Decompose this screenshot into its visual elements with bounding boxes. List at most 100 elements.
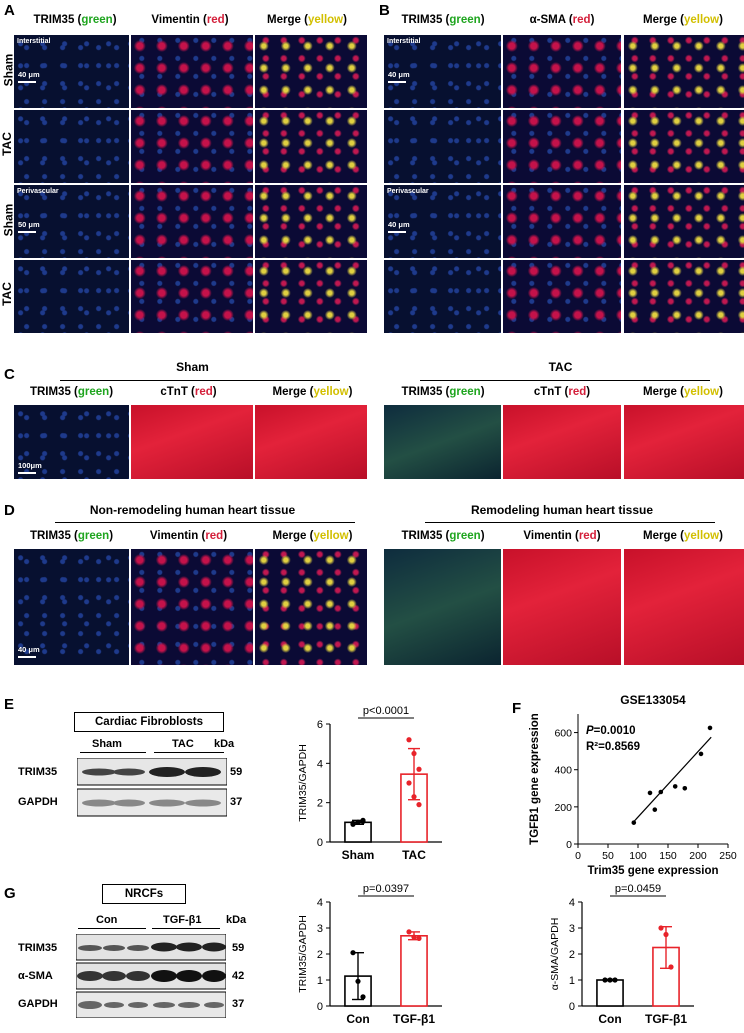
micrograph-tile — [255, 405, 367, 479]
group-title-tac: TAC — [548, 360, 573, 374]
y-tick-label: 2 — [317, 949, 323, 961]
data-point — [350, 821, 356, 827]
channel-header: Merge (yellow) — [643, 530, 723, 542]
data-point — [350, 950, 356, 956]
y-tick-label: 0 — [569, 1001, 575, 1013]
x-tick-label: TAC — [402, 848, 426, 862]
regression-line — [631, 736, 712, 824]
data-point — [360, 817, 366, 823]
micrograph-tile: Interstitial 40 μm — [14, 35, 129, 108]
scale-bar-label: 40 μm — [388, 220, 410, 229]
group-line — [55, 522, 355, 524]
y-axis-label: TRIM35/GAPDH — [297, 915, 309, 993]
data-point — [360, 994, 366, 1000]
group-title-remodeling: Remodeling human heart tissue — [470, 503, 654, 517]
channel-header: Vimentin (red) — [523, 530, 601, 542]
lane-line — [78, 928, 146, 930]
channel-header: Merge (yellow) — [272, 530, 353, 542]
channel-header: Merge (yellow) — [643, 14, 723, 26]
x-tick-label: 250 — [719, 850, 737, 862]
chart-g-bar-trim35: 0 1 2 3 4 TRIM35/GAPDH Con TGF-β1 p=0.0397 — [297, 883, 442, 1026]
x-tick-label: TGF-β1 — [645, 1012, 687, 1026]
micrograph-tile — [384, 110, 501, 183]
channel-header: TRIM35 (green) — [401, 386, 485, 398]
group-line — [420, 380, 710, 382]
micrograph-tile — [503, 185, 621, 258]
p-value: p<0.0001 — [363, 705, 409, 717]
y-tick-label: 0 — [317, 1001, 323, 1013]
bar — [400, 934, 428, 1007]
y-axis-label: TGFB1 gene expression — [529, 713, 541, 845]
channel-header: α-SMA (red) — [529, 14, 595, 26]
data-point — [406, 929, 412, 935]
micrograph-tile — [624, 35, 744, 108]
inner-label-perivascular: Perivascular — [17, 188, 59, 195]
row-label-sham-1: Sham — [1, 53, 16, 87]
y-axis-label: TRIM35/GAPDH — [297, 744, 309, 822]
chart-g-bar-asma: 0 1 2 3 4 α-SMA/GAPDH Con TGF-β1 p=0.0459 — [549, 883, 694, 1026]
group-title-sham: Sham — [176, 360, 209, 374]
channel-header: Merge (yellow) — [267, 14, 347, 26]
bar — [400, 773, 428, 843]
row-label-tac-1: TAC — [0, 132, 14, 156]
scale-bar — [388, 231, 406, 233]
band-label-trim35: TRIM35 — [18, 942, 58, 954]
scale-bar — [18, 231, 36, 233]
panel-letter-f: F — [512, 700, 522, 717]
micrograph-tile — [624, 405, 744, 479]
y-tick-label: 600 — [554, 728, 572, 740]
kda-label: kDa — [226, 914, 247, 926]
panel-letter-d: D — [4, 502, 15, 519]
y-tick-label: 3 — [317, 923, 323, 935]
p-value: p=0.0459 — [615, 883, 661, 895]
inner-label-perivascular: Perivascular — [387, 188, 429, 195]
data-point — [652, 807, 658, 812]
micrograph-tile — [131, 405, 253, 479]
p-value: p=0.0397 — [363, 883, 409, 895]
data-point — [668, 964, 674, 970]
bar — [596, 979, 624, 1007]
panel-letter-c: C — [4, 366, 15, 383]
panel-letter-a: A — [4, 2, 15, 19]
kda-42: 42 — [232, 970, 245, 982]
scale-bar-label: 40 μm — [18, 645, 40, 654]
channel-header: TRIM35 (green) — [33, 14, 117, 26]
y-tick-label: 200 — [554, 802, 572, 814]
micrograph-tile — [131, 260, 253, 333]
data-point — [411, 794, 417, 800]
x-tick-label: 200 — [689, 850, 707, 862]
kda-label: kDa — [214, 738, 235, 750]
data-point — [658, 925, 664, 931]
micrograph-tile — [14, 260, 129, 333]
y-tick-label: 6 — [317, 719, 323, 731]
micrograph-tile — [255, 110, 367, 183]
data-point — [355, 978, 361, 984]
panel-letter-g: G — [4, 885, 16, 902]
panel-letter-e: E — [4, 696, 15, 713]
x-tick-label: 100 — [629, 850, 647, 862]
scale-bar-label: 50 μm — [18, 220, 40, 229]
y-axis-label: α-SMA/GAPDH — [549, 918, 561, 991]
western-blot-g — [76, 934, 226, 1018]
micrograph-tile: Perivascular 50 μm — [14, 185, 129, 258]
scale-bar — [18, 472, 36, 474]
data-point — [658, 789, 664, 795]
data-point — [411, 934, 417, 940]
micrograph-tile — [255, 260, 367, 333]
micrograph-tile — [503, 35, 621, 108]
scale-bar — [18, 656, 36, 658]
micrograph-tile — [131, 110, 253, 183]
group-line — [60, 380, 340, 382]
row-label-sham-2: Sham — [1, 203, 16, 237]
micrograph-tile — [255, 549, 367, 665]
lane-label-con: Con — [96, 914, 118, 926]
data-point — [707, 725, 713, 731]
channel-header: Vimentin (red) — [149, 530, 228, 542]
y-tick-label: 4 — [569, 897, 575, 909]
data-point — [672, 784, 678, 789]
channel-header: TRIM35 (green) — [29, 530, 114, 542]
lane-line — [80, 752, 146, 754]
band-label-gapdh: GAPDH — [18, 796, 58, 808]
data-point — [411, 750, 417, 757]
micrograph-tile — [624, 260, 744, 333]
